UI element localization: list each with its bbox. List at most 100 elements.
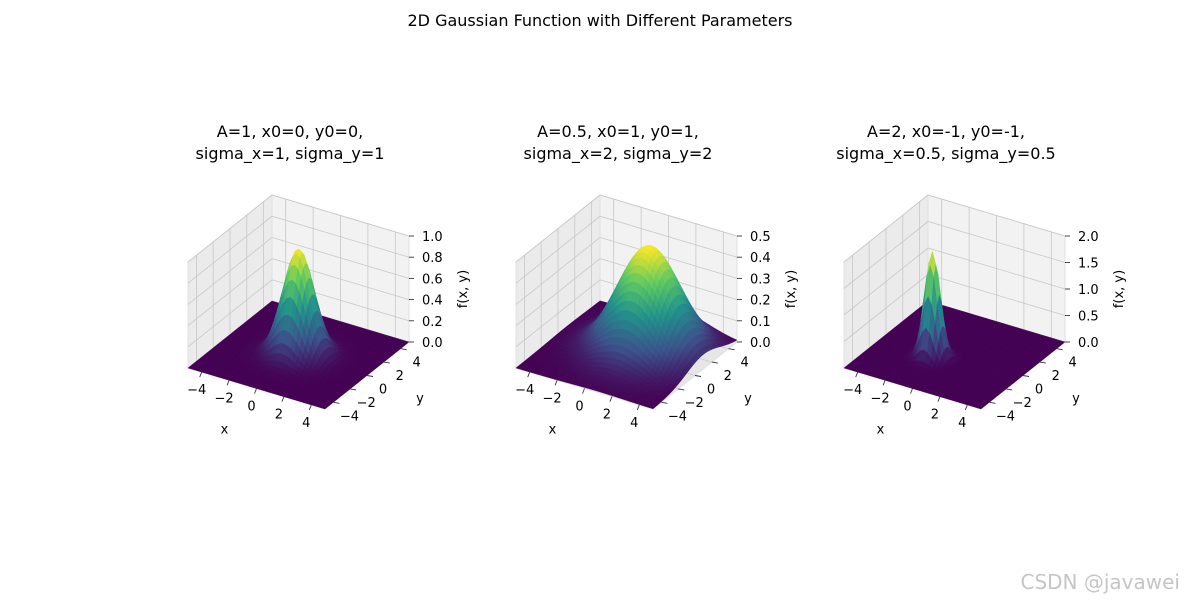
x-tick-label: 2 <box>275 408 283 423</box>
y-axis-label: y <box>416 392 424 407</box>
subplot-title-line: A=1, x0=0, y0=0, <box>217 122 363 141</box>
x-tick-mark <box>882 380 886 386</box>
y-tick-label: 2 <box>724 369 732 384</box>
y-tick-label: 4 <box>740 356 748 371</box>
x-axis-label: x <box>221 423 229 438</box>
x-tick-label: 2 <box>931 408 939 423</box>
x-tick-mark <box>855 371 859 378</box>
surface <box>187 248 410 410</box>
x-tick-label: 0 <box>247 400 255 415</box>
x-tick-mark <box>554 380 558 386</box>
x-tick-label: −4 <box>515 383 534 398</box>
x-tick-mark <box>937 396 941 402</box>
surface <box>515 245 738 410</box>
x-axis-label: x <box>877 423 885 438</box>
z-tick-label: 2.0 <box>1078 230 1099 245</box>
z-tick-label: 0.5 <box>750 230 771 245</box>
z-tick-label: 1.5 <box>1078 257 1099 272</box>
gridline-z <box>187 215 410 284</box>
y-tick-mark <box>400 348 407 351</box>
z-tick-label: 0.0 <box>1078 336 1099 351</box>
y-tick-label: −4 <box>340 409 359 424</box>
gridline-z <box>515 194 738 263</box>
x-tick-label: −4 <box>843 383 862 398</box>
y-tick-mark <box>678 388 685 391</box>
z-tick-label: 0.8 <box>422 251 443 266</box>
y-tick-mark <box>694 375 702 377</box>
surface-patch <box>321 406 328 410</box>
y-tick-mark <box>728 348 735 351</box>
z-tick-label: 0.4 <box>750 251 771 266</box>
gridline-z <box>187 236 410 305</box>
y-tick-mark <box>1006 388 1013 391</box>
z-tick-label: 0.0 <box>422 336 443 351</box>
y-tick-mark <box>989 401 996 404</box>
y-tick-label: −4 <box>668 409 687 424</box>
subplot-title-line: sigma_x=0.5, sigma_y=0.5 <box>836 144 1055 164</box>
y-tick-label: 4 <box>412 356 420 371</box>
y-tick-mark <box>661 401 668 404</box>
y-tick-label: 4 <box>1068 356 1076 371</box>
x-tick-label: 4 <box>302 416 310 431</box>
x-tick-label: 0 <box>575 400 583 415</box>
z-tick-label: 0.3 <box>750 272 771 287</box>
x-tick-mark <box>281 396 285 402</box>
gridline-z <box>515 258 738 326</box>
x-axis-label: x <box>549 423 557 438</box>
y-tick-mark <box>1022 375 1030 377</box>
y-tick-mark <box>333 401 340 404</box>
subplot-title-line: A=2, x0=-1, y0=-1, <box>867 122 1025 141</box>
x-tick-mark <box>308 404 312 411</box>
subplot-title-line: sigma_x=2, sigma_y=2 <box>524 144 713 164</box>
subplot-1: A=1, x0=0, y0=0,sigma_x=1, sigma_y=1−4−2… <box>186 122 471 438</box>
y-tick-mark <box>366 375 374 377</box>
x-tick-mark <box>964 404 968 411</box>
y-tick-label: −2 <box>1013 396 1032 411</box>
y-tick-mark <box>383 361 390 364</box>
figure-title: 2D Gaussian Function with Different Para… <box>407 11 792 30</box>
y-tick-label: −2 <box>685 396 704 411</box>
x-tick-mark <box>254 388 257 394</box>
z-axis-label: f(x, y) <box>1112 270 1127 308</box>
gridline-z <box>187 194 410 263</box>
y-tick-mark <box>1056 348 1063 351</box>
x-tick-mark <box>636 404 640 411</box>
panels: A=1, x0=0, y0=0,sigma_x=1, sigma_y=1−4−2… <box>186 122 1127 438</box>
y-tick-label: −2 <box>357 396 376 411</box>
subplot-title-line: A=0.5, x0=1, y0=1, <box>537 122 699 141</box>
gridline-z <box>515 215 738 284</box>
gridline-z <box>187 258 410 326</box>
z-axis-label: f(x, y) <box>784 270 799 308</box>
z-tick-label: 0.6 <box>422 272 443 287</box>
x-tick-mark <box>527 371 531 378</box>
y-axis-label: y <box>1072 392 1080 407</box>
z-tick-label: 0.1 <box>750 315 771 330</box>
x-tick-label: 4 <box>958 416 966 431</box>
x-tick-label: 4 <box>630 416 638 431</box>
x-tick-mark <box>199 371 203 378</box>
subplot-title-line: sigma_x=1, sigma_y=1 <box>196 144 385 164</box>
x-tick-mark <box>226 380 230 386</box>
subplot-3: A=2, x0=-1, y0=-1, sigma_x=0.5, sigma_y=0… <box>836 122 1127 438</box>
z-tick-label: 1.0 <box>1078 283 1099 298</box>
x-tick-label: 0 <box>903 400 911 415</box>
x-tick-label: 2 <box>603 408 611 423</box>
y-tick-label: 2 <box>396 369 404 384</box>
gridline-z <box>187 279 410 348</box>
y-tick-mark <box>350 388 357 391</box>
gridline-z <box>515 236 738 305</box>
x-tick-mark <box>910 388 913 394</box>
y-tick-label: 2 <box>1052 369 1060 384</box>
x-tick-label: −2 <box>871 391 890 406</box>
subplot-2: A=0.5, x0=1, y0=1, sigma_x=2, sigma_y=2 −4… <box>514 122 799 438</box>
z-tick-label: 1.0 <box>422 230 443 245</box>
z-tick-label: 0.2 <box>422 315 443 330</box>
x-tick-mark <box>609 396 613 402</box>
watermark: CSDN @javawei <box>1020 570 1180 594</box>
y-tick-label: 0 <box>1035 383 1043 398</box>
x-tick-label: −4 <box>187 383 206 398</box>
z-axis-label: f(x, y) <box>456 270 471 308</box>
x-tick-label: −2 <box>215 391 234 406</box>
z-tick-label: 0.0 <box>750 336 771 351</box>
